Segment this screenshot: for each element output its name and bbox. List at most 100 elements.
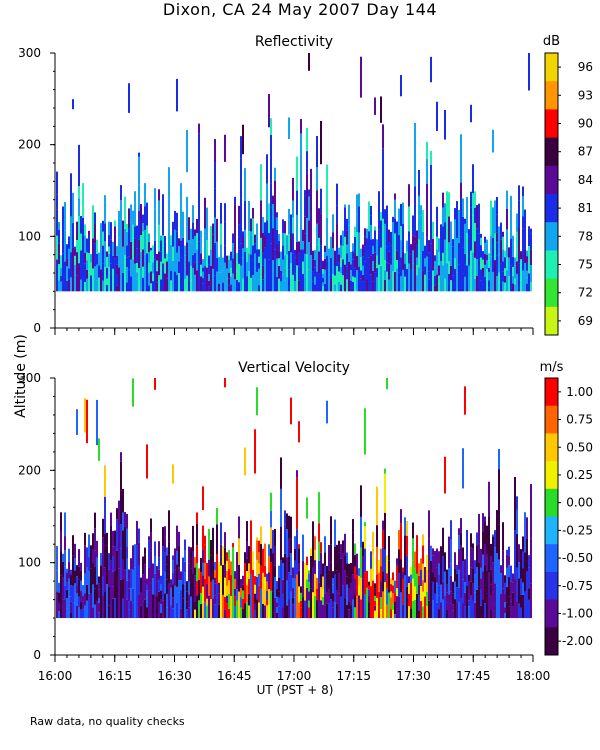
- heatmap-cell: [142, 249, 144, 267]
- heatmap-cell: [424, 266, 426, 275]
- heatmap-cell: [108, 605, 110, 619]
- heatmap-cell: [94, 604, 96, 619]
- heatmap-cell: [254, 593, 256, 604]
- heatmap-cell: [254, 610, 256, 619]
- heatmap-cell: [172, 560, 174, 573]
- heatmap-cell: [72, 585, 74, 603]
- heatmap-cell: [278, 565, 280, 578]
- heatmap-cell: [66, 589, 68, 599]
- heatmap-cell: [264, 275, 266, 292]
- heatmap-cell: [252, 275, 254, 292]
- heatmap-cell: [396, 277, 398, 292]
- heatmap-cell: [510, 565, 512, 582]
- heatmap-cell: [418, 563, 420, 576]
- heatmap-cell: [470, 567, 472, 582]
- colorbar-unit: m/s: [540, 360, 564, 375]
- heatmap-cell: [106, 267, 108, 279]
- heatmap-cell: [140, 251, 142, 267]
- heatmap-cell: [504, 275, 506, 283]
- colorbar-swatch: [545, 627, 558, 656]
- heatmap-cell: [282, 274, 284, 292]
- heatmap-cell: [152, 578, 154, 595]
- heatmap-cell: [60, 281, 62, 292]
- heatmap-cell: [92, 607, 94, 619]
- heatmap-cell: [106, 532, 108, 546]
- heatmap-cell: [416, 244, 418, 258]
- heatmap-cell: [526, 270, 528, 278]
- heatmap-cell: [276, 581, 278, 589]
- heatmap-cell: [172, 597, 174, 609]
- heatmap-cell: [398, 272, 400, 292]
- heatmap-cell: [154, 573, 156, 595]
- heatmap-cell: [344, 533, 346, 556]
- heatmap-cell: [340, 266, 342, 274]
- heatmap-cell: [296, 265, 298, 292]
- heatmap-cell: [138, 542, 140, 566]
- heatmap-cell: [84, 281, 86, 292]
- heatmap-cell: [154, 556, 156, 574]
- heatmap-cell: [490, 268, 492, 292]
- heatmap-cell: [290, 539, 292, 554]
- heatmap-cell: [186, 226, 188, 243]
- heatmap-cell: [376, 239, 378, 245]
- heatmap-cell: [138, 268, 140, 292]
- heatmap-cell: [218, 593, 220, 605]
- heatmap-cell: [196, 523, 198, 546]
- heatmap-cell: [144, 270, 146, 292]
- heatmap-cell: [350, 605, 352, 619]
- heatmap-cell: [162, 546, 164, 572]
- heatmap-cell: [112, 571, 114, 587]
- heatmap-cell: [468, 581, 470, 595]
- heatmap-cell: [530, 265, 532, 283]
- heatmap-cell: [210, 249, 212, 266]
- heatmap-cell: [64, 599, 66, 619]
- heatmap-cell: [56, 570, 58, 592]
- heatmap-cell: [134, 263, 136, 292]
- heatmap-cell: [420, 601, 422, 619]
- heatmap-cell: [452, 581, 454, 594]
- heatmap-cell: [194, 601, 196, 610]
- heatmap-cell: [308, 196, 310, 221]
- heatmap-cell: [438, 275, 440, 284]
- heatmap-cell: [400, 559, 402, 593]
- heatmap-cell: [280, 251, 282, 259]
- heatmap-cell: [452, 610, 454, 619]
- heatmap-cell: [70, 574, 72, 586]
- heatmap-cell: [86, 399, 88, 444]
- heatmap-cell: [318, 273, 320, 292]
- heatmap-cell: [280, 560, 282, 619]
- heatmap-cell: [82, 591, 84, 596]
- heatmap-cell: [202, 525, 204, 550]
- heatmap-cell: [78, 263, 80, 292]
- heatmap-cell: [242, 278, 244, 292]
- heatmap-cell: [62, 553, 64, 562]
- heatmap-cell: [420, 215, 422, 254]
- heatmap-cell: [386, 262, 388, 272]
- heatmap-cell: [432, 238, 434, 271]
- heatmap-cell: [338, 262, 340, 272]
- heatmap-cell: [212, 551, 214, 580]
- heatmap-cell: [176, 602, 178, 619]
- figure-title: Dixon, CA 24 May 2007 Day 144: [162, 0, 438, 19]
- heatmap-cell: [390, 245, 392, 265]
- heatmap-cell: [120, 185, 122, 201]
- heatmap-cell: [216, 508, 218, 525]
- heatmap-cell: [204, 562, 206, 579]
- heatmap-cell: [518, 263, 520, 292]
- heatmap-cell: [166, 278, 168, 292]
- heatmap-cell: [274, 529, 276, 547]
- heatmap-cell: [368, 585, 370, 590]
- heatmap-cell: [106, 256, 108, 268]
- heatmap-cell: [520, 578, 522, 595]
- heatmap-cell: [272, 260, 274, 292]
- heatmap-cell: [496, 214, 498, 233]
- heatmap-cell: [210, 581, 212, 599]
- heatmap-cell: [474, 278, 476, 292]
- heatmap-cell: [422, 534, 424, 546]
- heatmap-cell: [294, 257, 296, 266]
- heatmap-cell: [416, 230, 418, 245]
- heatmap-cell: [390, 578, 392, 585]
- heatmap-cell: [246, 521, 248, 542]
- heatmap-cell: [236, 552, 238, 570]
- y-axis-label: Altitude (m): [13, 334, 29, 418]
